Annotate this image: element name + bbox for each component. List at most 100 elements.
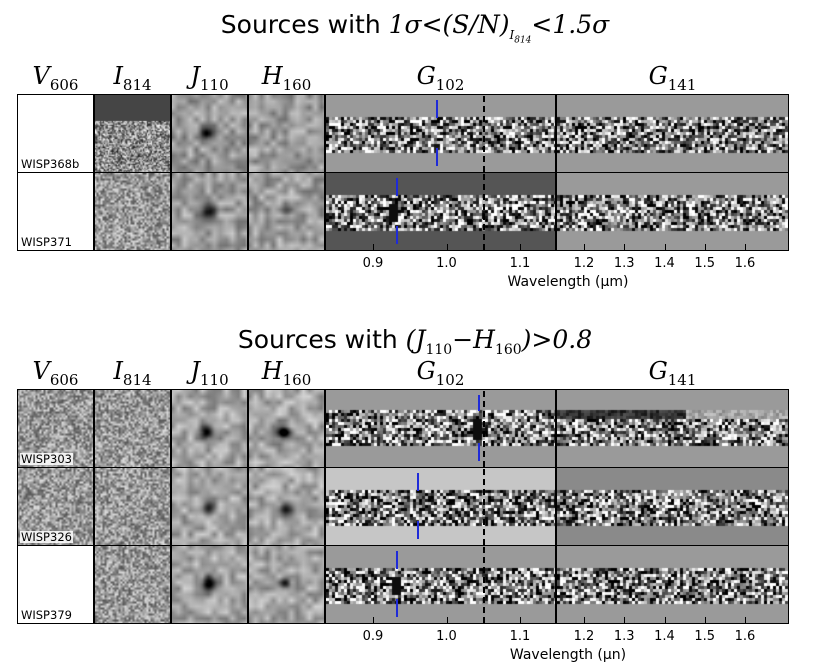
spectrum-g102 <box>325 545 556 624</box>
col-header-g141: G141 <box>556 62 789 94</box>
top-title-prefix: Sources with <box>220 10 389 39</box>
top-title: Sources with 1σ<(S/N)I814<1.5σ <box>0 10 830 45</box>
image-cutout-i814 <box>94 94 171 173</box>
g102-cutoff-dashed-line <box>483 469 485 545</box>
col-header-v606: V606 <box>17 62 94 94</box>
col-header-sub: 814 <box>122 370 152 389</box>
axis-tick-mark <box>446 244 448 250</box>
image-cutout-h160 <box>248 545 325 624</box>
col-header-main: I <box>113 357 123 385</box>
axis-tick-label: 0.9 <box>362 629 384 644</box>
source-label: WISP326 <box>20 530 73 544</box>
bottom-title-prefix: Sources with <box>237 325 406 354</box>
g102-cutoff-dashed-line <box>483 391 485 467</box>
emission-line-marker <box>396 226 398 244</box>
axis-tick-mark <box>664 244 666 250</box>
col-header-main: G <box>416 62 436 90</box>
emission-line-marker <box>396 178 398 196</box>
axis-tick-mark <box>520 617 521 623</box>
image-cutout-v606: WISP379 <box>17 545 94 624</box>
col-header-j110: J110 <box>171 357 248 389</box>
col-header-main: H <box>261 357 283 385</box>
image-cutout-h160 <box>248 389 325 468</box>
col-header-main: G <box>416 357 436 385</box>
spectrum-g141 <box>556 94 789 173</box>
col-header-i814: I814 <box>94 62 171 94</box>
col-header-main: V <box>32 357 50 385</box>
spectrum-g102 <box>325 389 556 468</box>
axis-tick-label: 1.0 <box>436 629 457 644</box>
col-header-main: H <box>261 62 283 90</box>
axis-tick-label: 0.9 <box>362 256 384 271</box>
axis-tick-label: 1.6 <box>734 256 756 271</box>
emission-line-marker <box>478 443 480 461</box>
axis-tick-label: 1.4 <box>654 629 675 644</box>
axis-tick-mark <box>624 617 626 623</box>
source-label: WISP368b <box>20 157 81 171</box>
col-header-main: G <box>648 62 668 90</box>
source-label: WISP379 <box>20 608 73 622</box>
g102-cutoff-dashed-line <box>483 96 485 172</box>
col-header-sub: 141 <box>667 75 697 94</box>
col-header-sub: 160 <box>282 75 312 94</box>
axis-tick-mark <box>446 617 448 623</box>
spectrum-g141 <box>556 467 789 546</box>
col-header-sub: 110 <box>199 370 229 389</box>
col-header-main: V <box>32 62 50 90</box>
axis-tick-label: 1.0 <box>436 256 457 271</box>
emission-line-marker <box>436 148 438 166</box>
emission-line-marker <box>417 521 419 539</box>
emission-line-marker <box>396 599 398 617</box>
axis-tick-mark <box>584 244 585 250</box>
axis-tick-label: 1.3 <box>613 629 635 644</box>
bottom-title-math: (J110−H160)>0.8 <box>405 325 593 358</box>
axis-tick-label: 1.1 <box>509 629 531 644</box>
image-cutout-v606: WISP371 <box>17 172 94 251</box>
col-header-sub: 606 <box>49 75 79 94</box>
col-header-j110: J110 <box>171 62 248 94</box>
axis-tick-mark <box>373 244 374 250</box>
image-cutout-i814 <box>94 172 171 251</box>
axis-tick-mark <box>624 244 626 250</box>
axis-tick-mark <box>664 617 666 623</box>
col-header-sub: 110 <box>199 75 229 94</box>
axis-tick-label: 1.4 <box>654 256 675 271</box>
axis-title: Wavelength (μn) <box>509 647 627 663</box>
spectrum-g102 <box>325 172 556 251</box>
col-header-sub: 814 <box>122 75 152 94</box>
axis-tick-mark <box>745 244 746 250</box>
image-cutout-h160 <box>248 94 325 173</box>
spectrum-g141 <box>556 389 789 468</box>
col-header-v606: V606 <box>17 357 94 389</box>
col-header-h160: H160 <box>248 357 325 389</box>
axis-tick-label: 1.5 <box>694 256 716 271</box>
image-cutout-j110 <box>171 389 248 468</box>
image-cutout-j110 <box>171 94 248 173</box>
axis-tick-label: 1.2 <box>573 256 595 271</box>
axis-tick-mark <box>704 617 706 623</box>
col-header-g102: G102 <box>325 357 556 389</box>
image-cutout-j110 <box>171 545 248 624</box>
image-cutout-j110 <box>171 467 248 546</box>
col-header-h160: H160 <box>248 62 325 94</box>
axis-tick-label: 1.5 <box>694 629 716 644</box>
col-header-i814: I814 <box>94 357 171 389</box>
image-cutout-i814 <box>94 467 171 546</box>
bottom-title: Sources with (J110−H160)>0.8 <box>0 325 830 358</box>
col-header-main: I <box>113 62 123 90</box>
image-cutout-v606: WISP303 <box>17 389 94 468</box>
emission-line-marker <box>417 473 419 491</box>
spectrum-g141 <box>556 172 789 251</box>
source-label: WISP303 <box>20 452 73 466</box>
image-cutout-j110 <box>171 172 248 251</box>
emission-line-marker <box>396 551 398 569</box>
image-cutout-h160 <box>248 467 325 546</box>
col-header-main: G <box>648 357 668 385</box>
source-label: WISP371 <box>20 235 73 249</box>
axis-tick-label: 1.3 <box>613 256 635 271</box>
top-title-math: 1σ<(S/N)I814<1.5σ <box>388 10 610 46</box>
emission-line-marker <box>478 395 480 411</box>
spectrum-g102 <box>325 467 556 546</box>
axis-title: Wavelength (μm) <box>507 274 629 290</box>
axis-tick-label: 1.2 <box>573 629 595 644</box>
